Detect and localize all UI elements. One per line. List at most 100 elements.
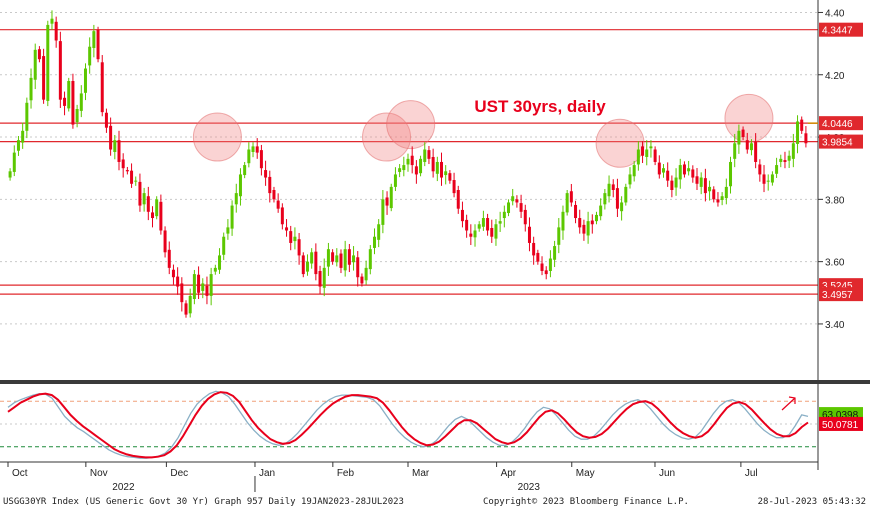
- highlight-circle: [595, 118, 645, 168]
- candle-body: [435, 161, 439, 174]
- candle-body: [594, 214, 598, 222]
- candle-body: [469, 233, 473, 237]
- candle-body: [171, 269, 175, 278]
- candle-body: [628, 174, 632, 185]
- candle-body: [79, 93, 83, 111]
- candle-body: [582, 224, 586, 234]
- candle-body: [8, 171, 12, 178]
- candle-body: [607, 183, 611, 197]
- candle-body: [590, 220, 594, 225]
- candle-body: [372, 236, 376, 248]
- candle-body: [109, 125, 113, 150]
- candle-body: [804, 133, 808, 144]
- level-tag-label: 3.9854: [822, 138, 853, 149]
- candle-body: [159, 201, 163, 231]
- candle-body: [226, 227, 230, 234]
- candle-body: [92, 31, 96, 48]
- candle-body: [398, 168, 402, 172]
- candle-body: [444, 171, 448, 176]
- candle-body: [720, 196, 724, 200]
- candle-body: [624, 186, 628, 203]
- level-tag-label: 4.3447: [822, 26, 853, 37]
- candle-body: [754, 141, 758, 162]
- candle-body: [523, 209, 527, 225]
- candle-body: [540, 263, 544, 271]
- highlight-circles: [192, 93, 774, 168]
- candlesticks: [8, 10, 808, 318]
- candle-body: [33, 49, 37, 80]
- candle-body: [519, 203, 523, 212]
- candle-body: [180, 283, 184, 303]
- candle-body: [741, 129, 745, 138]
- candle-body: [758, 164, 762, 175]
- candle-body: [574, 204, 578, 219]
- candle-body: [586, 221, 590, 236]
- candle-body: [486, 218, 490, 231]
- price-panel: [0, 0, 818, 380]
- candle-body: [649, 146, 653, 149]
- candle-body: [318, 270, 322, 287]
- panel-divider: [0, 380, 870, 384]
- candle-body: [532, 242, 536, 256]
- x-tick-label: Feb: [337, 468, 355, 479]
- candle-body: [201, 283, 205, 291]
- candle-body: [234, 193, 238, 205]
- candle-body: [339, 253, 343, 268]
- stoch-tag-label: 63.0398: [822, 410, 859, 421]
- candle-body: [50, 18, 54, 24]
- candle-body: [423, 149, 427, 162]
- candle-body: [58, 41, 62, 100]
- candle-body: [557, 227, 561, 245]
- level-tag-label: 3.5245: [822, 281, 853, 292]
- candle-body: [414, 166, 418, 175]
- candle-body: [352, 255, 356, 263]
- candle-body: [448, 173, 452, 181]
- candle-body: [657, 162, 661, 175]
- candle-body: [620, 202, 624, 212]
- candle-body: [381, 199, 385, 225]
- candle-body: [176, 276, 180, 287]
- candle-body: [343, 249, 347, 271]
- candle-body: [645, 149, 649, 157]
- x-tick-label: Nov: [90, 468, 108, 479]
- candle-body: [611, 184, 615, 190]
- candle-body: [544, 270, 548, 275]
- stoch-tag-label: 50.0781: [822, 420, 859, 431]
- bloomberg-chart: UST 30yrs, daily 4.404.204.003.803.603.4…: [0, 0, 870, 493]
- highlight-circle: [724, 93, 774, 143]
- price-axis: 4.404.204.003.803.603.404.34474.04463.98…: [808, 0, 863, 470]
- candle-body: [222, 236, 226, 255]
- candle-body: [255, 146, 259, 153]
- stoch-slow-line: [7, 391, 809, 459]
- candle-body: [209, 274, 213, 296]
- footer-copyright: Copyright© 2023 Bloomberg Finance L.P.: [483, 497, 689, 507]
- level-tag: [819, 134, 863, 149]
- candle-body: [410, 155, 414, 166]
- candle-body: [737, 130, 741, 145]
- support-resistance-levels: [0, 29, 818, 295]
- candle-body: [134, 180, 138, 182]
- candle-body: [243, 165, 247, 176]
- footer: USGG30YR Index (US Generic Govt 30 Yr) G…: [0, 494, 870, 511]
- candle-body: [502, 211, 506, 219]
- arrow-icon: [781, 396, 796, 411]
- candle-body: [569, 191, 573, 203]
- candle-body: [293, 236, 297, 242]
- candle-body: [511, 196, 515, 202]
- candle-body: [322, 267, 326, 288]
- footer-security: USGG30YR Index (US Generic Govt 30 Yr) G…: [3, 497, 404, 507]
- grid: [0, 11, 818, 325]
- footer-timestamp: 28-Jul-2023 05:43:32: [757, 497, 866, 507]
- stoch-fast-line: [7, 390, 809, 459]
- x-tick-label: Jun: [659, 468, 675, 479]
- candle-body: [368, 249, 372, 270]
- candle-body: [163, 230, 167, 253]
- candle-body: [527, 226, 531, 243]
- candle-body: [16, 140, 20, 151]
- candle-body: [184, 303, 188, 315]
- candle-body: [88, 46, 92, 66]
- candle-body: [749, 143, 753, 151]
- candle-body: [117, 140, 121, 162]
- candle-body: [125, 170, 129, 172]
